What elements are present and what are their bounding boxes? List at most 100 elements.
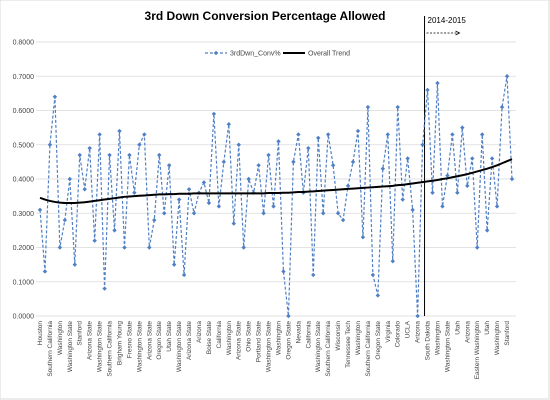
- x-tick-label: Arizona: [415, 321, 422, 343]
- x-tick-label: Virginia: [385, 321, 392, 343]
- data-marker: [499, 104, 505, 110]
- data-marker: [494, 204, 500, 209]
- data-marker: [271, 204, 276, 209]
- x-tick-label: Southern California: [47, 321, 54, 377]
- x-tick-label: Oregon State: [285, 321, 292, 360]
- data-marker: [316, 135, 321, 141]
- x-tick-label: Washington State: [67, 321, 74, 372]
- x-tick-label: Arizona State: [87, 321, 94, 360]
- data-marker: [370, 272, 376, 278]
- data-marker: [321, 211, 326, 216]
- data-marker: [380, 166, 386, 171]
- y-tick-label: 0.2000: [13, 245, 35, 252]
- data-marker: [385, 132, 390, 137]
- x-tick-label: Washington State: [315, 321, 322, 372]
- data-marker: [340, 217, 346, 223]
- x-tick-label: Tennessee Tech: [345, 321, 352, 368]
- data-marker: [166, 163, 172, 168]
- x-tick-label: Utah: [484, 321, 491, 335]
- data-marker: [127, 152, 132, 158]
- data-marker: [87, 145, 92, 151]
- annotation-arrowhead: [455, 30, 461, 36]
- x-tick-label: Utah State: [166, 321, 173, 352]
- data-marker: [186, 187, 192, 192]
- data-marker: [47, 142, 53, 147]
- data-marker: [420, 142, 425, 147]
- x-tick-label: Arizona: [196, 321, 203, 343]
- y-tick-label: 0.4000: [13, 177, 35, 184]
- data-marker: [410, 207, 415, 213]
- data-marker: [132, 190, 137, 195]
- data-marker: [142, 132, 147, 137]
- data-marker: [37, 207, 43, 213]
- data-marker: [112, 228, 117, 233]
- x-tick-label: Oregon State: [156, 321, 163, 360]
- x-tick-label: Houston: [37, 321, 44, 346]
- x-tick-label: Arizona: [464, 321, 471, 343]
- trend-line: [39, 158, 513, 204]
- y-tick-label: 0.3000: [13, 211, 35, 218]
- data-marker: [72, 262, 77, 267]
- x-tick-label: Washington: [226, 321, 233, 355]
- data-marker: [484, 228, 490, 233]
- legend-label: 3rdDwn_Conv%: [230, 51, 281, 58]
- data-marker: [465, 183, 470, 189]
- data-marker: [489, 156, 495, 161]
- data-marker: [475, 245, 480, 250]
- x-tick-label: Wisconsin: [335, 321, 342, 351]
- data-marker: [171, 262, 177, 267]
- data-marker: [455, 190, 460, 195]
- x-tick-label: Washington: [355, 321, 362, 355]
- data-marker: [117, 128, 122, 134]
- data-marker: [52, 94, 58, 99]
- x-tick-label: Arizona State: [236, 321, 243, 360]
- x-tick-label: California: [305, 321, 312, 349]
- data-marker: [440, 204, 445, 209]
- data-marker: [261, 211, 266, 216]
- x-tick-label: Eastern Washington: [474, 321, 481, 380]
- data-marker: [276, 139, 281, 144]
- x-tick-label: Southern California: [107, 321, 114, 377]
- data-marker: [241, 245, 246, 250]
- data-marker: [176, 197, 182, 202]
- x-tick-label: Nevada: [295, 321, 302, 344]
- data-marker: [256, 163, 261, 168]
- x-tick-label: Southern California: [325, 321, 332, 377]
- x-tick-label: Washington: [494, 321, 501, 355]
- x-tick-label: Brigham Young: [116, 321, 123, 365]
- data-marker: [97, 132, 102, 137]
- data-marker: [181, 272, 187, 278]
- data-marker: [152, 217, 157, 223]
- legend-marker: [213, 50, 219, 56]
- data-marker: [236, 142, 241, 147]
- data-marker: [62, 217, 68, 223]
- y-tick-label: 0.8000: [13, 40, 35, 47]
- data-marker: [395, 104, 400, 110]
- y-tick-label: 0.0000: [13, 314, 35, 321]
- x-tick-label: California: [216, 321, 223, 349]
- data-marker: [400, 197, 405, 202]
- data-marker: [201, 180, 207, 185]
- x-tick-label: South Dakota: [425, 321, 432, 361]
- x-tick-label: Ohio State: [246, 321, 253, 352]
- data-marker: [450, 132, 455, 137]
- x-tick-label: Arizona State: [186, 321, 193, 360]
- data-marker: [137, 142, 142, 147]
- x-tick-label: Oregon State: [375, 321, 382, 360]
- data-marker: [350, 159, 356, 165]
- data-marker: [107, 152, 112, 158]
- data-marker: [345, 183, 351, 189]
- legend-label: Overall Trend: [308, 51, 350, 58]
- data-marker: [435, 80, 440, 86]
- x-tick-label: Washington State: [266, 321, 273, 372]
- data-marker: [281, 269, 286, 274]
- data-marker: [266, 152, 271, 158]
- x-tick-label: Washington: [434, 321, 441, 355]
- data-line: [39, 76, 513, 317]
- data-marker: [311, 272, 316, 278]
- data-marker: [425, 87, 430, 93]
- y-tick-label: 0.7000: [13, 74, 35, 81]
- y-tick-label: 0.6000: [13, 108, 35, 115]
- data-marker: [325, 132, 331, 137]
- data-marker: [330, 163, 336, 168]
